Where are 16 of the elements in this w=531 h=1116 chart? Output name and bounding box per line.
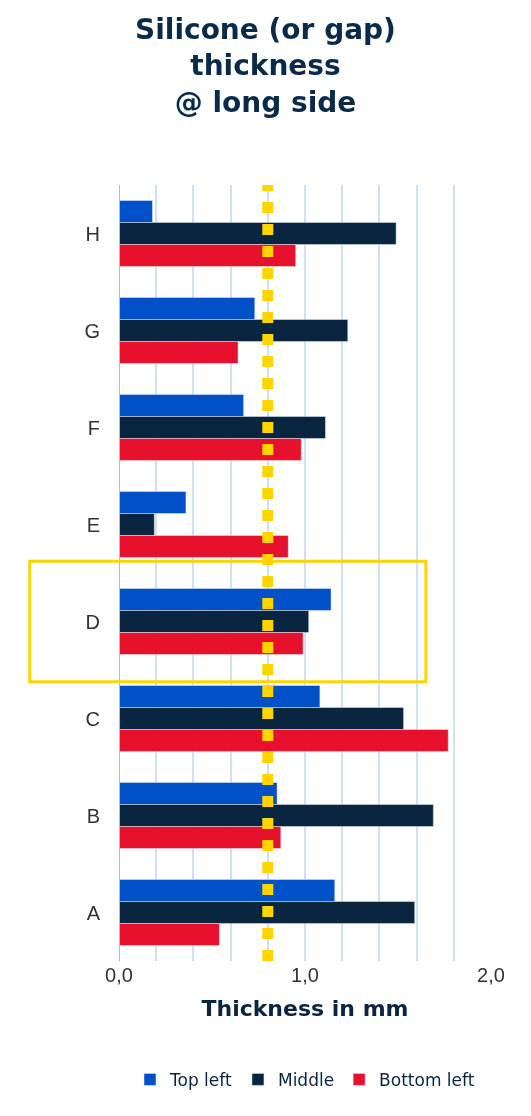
y-tick-label: B: [86, 804, 100, 827]
legend-label: Top left: [169, 1070, 232, 1091]
x-tick-label: 0,0: [105, 964, 133, 986]
y-tick-label: H: [85, 222, 100, 245]
legend-label: Bottom left: [379, 1070, 475, 1091]
x-tick-label: 1,0: [291, 964, 319, 986]
y-tick-label: F: [87, 416, 100, 439]
x-axis-title: Thickness in mm: [201, 995, 409, 1021]
y-tick-label: G: [84, 319, 100, 342]
y-tick-label: A: [86, 901, 101, 924]
y-tick-label: E: [86, 513, 100, 536]
y-tick-label: C: [85, 707, 100, 730]
x-tick-label: 2,0: [477, 964, 505, 986]
chart-title: Silicone (or gap) thickness @ long side: [135, 13, 396, 119]
legend-label: Middle: [277, 1070, 335, 1091]
y-tick-label: D: [85, 610, 100, 633]
